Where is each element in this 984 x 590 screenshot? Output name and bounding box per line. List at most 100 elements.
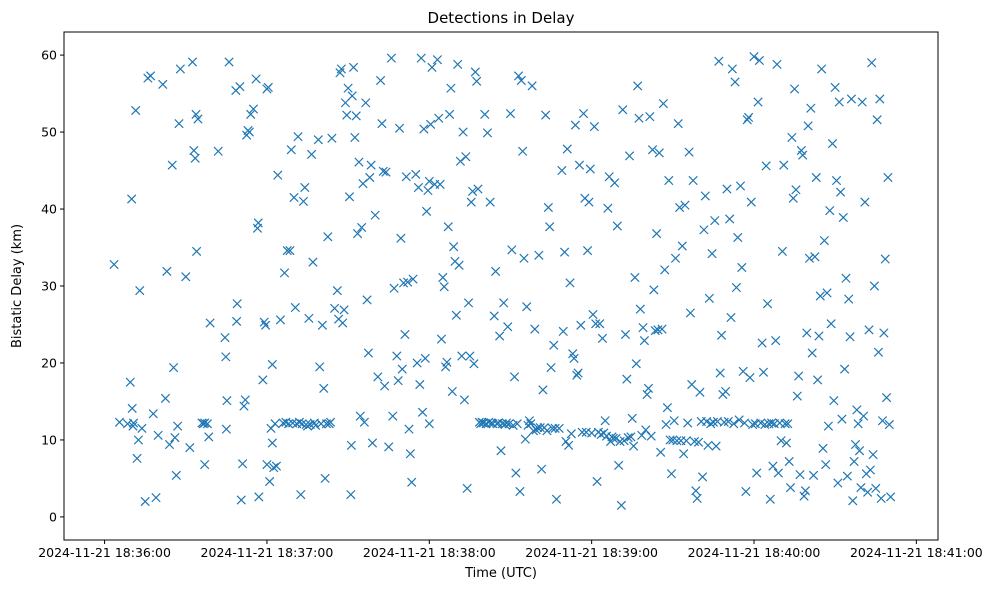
data-point	[412, 358, 422, 368]
data-point	[522, 302, 532, 312]
data-point	[304, 313, 314, 323]
data-point	[562, 144, 572, 154]
data-point	[692, 493, 702, 504]
data-point	[674, 202, 685, 213]
data-point	[416, 53, 426, 63]
data-point	[509, 372, 520, 382]
data-point	[524, 416, 535, 426]
data-point	[637, 430, 647, 440]
data-point	[849, 456, 859, 467]
data-point	[695, 387, 705, 397]
data-point	[527, 81, 537, 91]
data-point	[442, 357, 452, 367]
data-point	[714, 56, 724, 66]
data-point	[378, 166, 388, 176]
data-point	[538, 385, 548, 395]
data-point	[803, 121, 813, 131]
data-point	[185, 443, 195, 453]
data-point	[296, 489, 306, 500]
data-point	[279, 268, 290, 278]
data-point	[490, 266, 501, 277]
x-tick-label: 2024-11-21 18:37:00	[201, 545, 334, 560]
data-point	[830, 82, 840, 93]
data-point	[612, 221, 622, 231]
data-point	[532, 422, 543, 433]
data-point	[646, 431, 656, 441]
data-point	[542, 426, 552, 436]
data-point	[424, 176, 434, 186]
data-point	[826, 319, 836, 329]
data-point	[270, 419, 280, 429]
data-point	[485, 197, 495, 207]
data-point	[501, 418, 512, 428]
data-point	[362, 295, 372, 305]
data-point	[365, 172, 375, 183]
data-point	[171, 470, 181, 480]
data-point	[838, 212, 848, 223]
data-point	[495, 331, 505, 341]
data-point	[346, 440, 356, 450]
data-point	[722, 184, 732, 194]
data-point	[286, 145, 296, 155]
data-point	[802, 328, 812, 338]
data-point	[187, 57, 198, 67]
data-point	[821, 459, 831, 470]
data-point	[730, 77, 740, 87]
data-point	[472, 76, 482, 86]
data-point	[610, 178, 620, 188]
data-point	[393, 376, 403, 386]
data-point	[634, 113, 644, 123]
data-point	[842, 471, 852, 481]
data-point	[148, 409, 158, 419]
data-point	[591, 319, 601, 329]
data-point	[614, 460, 624, 470]
data-point	[384, 442, 394, 452]
data-point	[779, 160, 789, 170]
data-point	[872, 115, 882, 125]
y-tick-label: 40	[41, 202, 57, 217]
data-point	[619, 436, 629, 446]
data-point	[639, 336, 650, 346]
data-point	[518, 146, 528, 156]
data-point	[436, 334, 447, 344]
data-point	[772, 59, 782, 69]
data-point	[681, 436, 691, 446]
data-point	[222, 396, 232, 406]
data-point	[480, 109, 490, 119]
data-point	[342, 110, 352, 120]
data-point	[569, 353, 579, 363]
data-point	[584, 197, 594, 207]
data-point	[528, 426, 539, 436]
data-point	[725, 214, 735, 224]
data-point	[346, 489, 356, 500]
data-point	[282, 245, 292, 256]
data-point	[319, 383, 329, 393]
data-point	[132, 453, 142, 464]
data-point	[647, 145, 658, 155]
data-point	[332, 285, 342, 296]
data-point	[320, 473, 330, 484]
data-point	[792, 391, 802, 401]
data-point	[237, 459, 248, 469]
data-point	[427, 62, 437, 73]
data-point	[635, 304, 645, 314]
data-point	[189, 145, 199, 156]
data-point	[311, 420, 321, 430]
data-point	[220, 332, 230, 343]
data-point	[294, 417, 305, 427]
data-point	[401, 172, 411, 182]
data-point	[377, 118, 387, 129]
data-point	[869, 281, 880, 291]
data-point	[269, 463, 279, 473]
data-point	[620, 329, 631, 340]
data-point	[570, 120, 581, 130]
data-point	[577, 427, 587, 437]
data-point	[727, 64, 737, 74]
data-point	[741, 486, 751, 497]
y-tick-label: 0	[49, 509, 57, 524]
data-point	[806, 103, 816, 113]
data-point	[799, 491, 809, 501]
data-point	[867, 58, 877, 68]
data-point	[745, 372, 755, 383]
